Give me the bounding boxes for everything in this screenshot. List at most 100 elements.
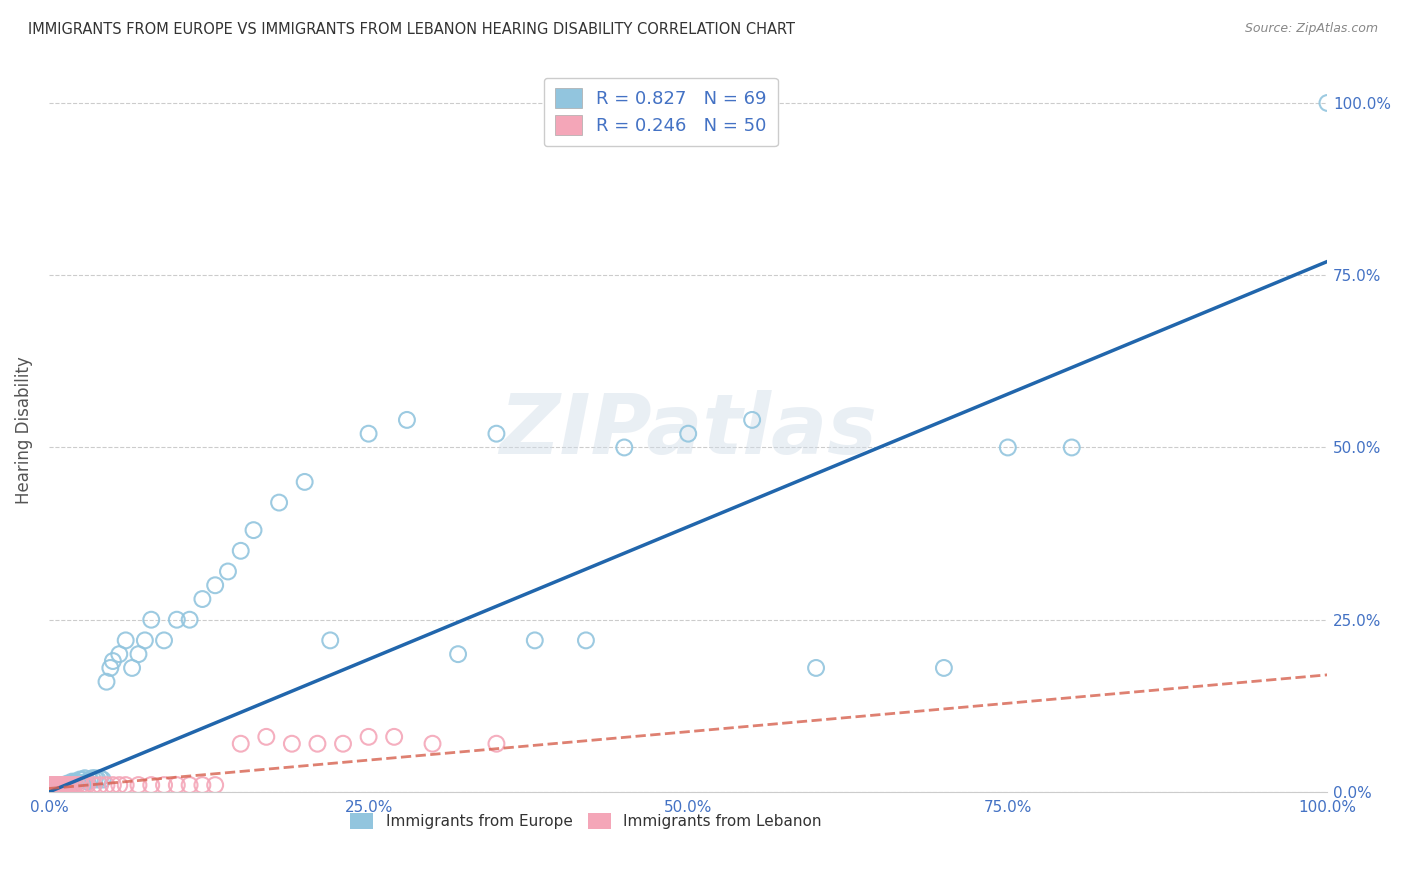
Point — [229, 737, 252, 751]
Point — [523, 633, 546, 648]
Point — [52, 778, 75, 792]
Point — [254, 730, 277, 744]
Point — [83, 778, 105, 792]
Point — [41, 781, 63, 796]
Point — [166, 778, 188, 792]
Legend: Immigrants from Europe, Immigrants from Lebanon: Immigrants from Europe, Immigrants from … — [344, 806, 828, 835]
Point — [141, 613, 163, 627]
Point — [52, 778, 75, 792]
Point — [395, 413, 418, 427]
Point — [42, 780, 65, 794]
Point — [42, 781, 65, 796]
Point — [60, 778, 83, 792]
Point — [932, 661, 955, 675]
Point — [39, 781, 62, 796]
Point — [217, 565, 239, 579]
Point — [48, 780, 70, 794]
Point — [141, 778, 163, 792]
Point — [281, 737, 304, 751]
Point — [676, 426, 699, 441]
Point — [997, 441, 1019, 455]
Point — [294, 475, 316, 489]
Point — [134, 633, 156, 648]
Point — [82, 771, 104, 785]
Point — [319, 633, 342, 648]
Point — [63, 778, 86, 792]
Point — [153, 633, 176, 648]
Point — [56, 778, 79, 792]
Point — [357, 730, 380, 744]
Point — [48, 780, 70, 794]
Point — [49, 780, 72, 794]
Point — [53, 778, 76, 792]
Point — [42, 778, 65, 792]
Point — [86, 772, 108, 787]
Point — [101, 654, 124, 668]
Point — [98, 661, 121, 675]
Point — [42, 780, 65, 794]
Point — [114, 778, 136, 792]
Y-axis label: Hearing Disability: Hearing Disability — [15, 357, 32, 504]
Point — [204, 578, 226, 592]
Point — [179, 778, 201, 792]
Point — [741, 413, 763, 427]
Point — [89, 778, 111, 792]
Point — [51, 778, 73, 792]
Point — [42, 780, 65, 794]
Point — [46, 778, 69, 792]
Point — [382, 730, 405, 744]
Point — [76, 778, 98, 792]
Point — [60, 774, 83, 789]
Text: Source: ZipAtlas.com: Source: ZipAtlas.com — [1244, 22, 1378, 36]
Point — [56, 778, 79, 792]
Point — [58, 778, 80, 792]
Point — [44, 778, 66, 792]
Point — [191, 778, 214, 792]
Point — [153, 778, 176, 792]
Point — [804, 661, 827, 675]
Point — [447, 647, 470, 661]
Point — [357, 426, 380, 441]
Point — [66, 774, 89, 789]
Point — [89, 771, 111, 785]
Point — [46, 780, 69, 794]
Point — [575, 633, 598, 648]
Point — [45, 780, 67, 794]
Point — [1316, 95, 1339, 110]
Point — [166, 613, 188, 627]
Point — [613, 441, 636, 455]
Point — [69, 772, 91, 787]
Point — [55, 778, 77, 792]
Point — [70, 772, 93, 787]
Point — [55, 778, 77, 792]
Point — [62, 777, 84, 791]
Point — [45, 778, 67, 792]
Point — [56, 778, 79, 792]
Point — [485, 426, 508, 441]
Point — [121, 661, 143, 675]
Point — [66, 778, 89, 792]
Point — [108, 778, 131, 792]
Point — [79, 772, 101, 787]
Point — [96, 778, 118, 792]
Point — [56, 777, 79, 791]
Point — [179, 613, 201, 627]
Point — [39, 781, 62, 796]
Text: IMMIGRANTS FROM EUROPE VS IMMIGRANTS FROM LEBANON HEARING DISABILITY CORRELATION: IMMIGRANTS FROM EUROPE VS IMMIGRANTS FRO… — [28, 22, 796, 37]
Point — [204, 778, 226, 792]
Point — [229, 544, 252, 558]
Point — [101, 778, 124, 792]
Point — [108, 647, 131, 661]
Point — [84, 771, 107, 785]
Point — [242, 523, 264, 537]
Point — [485, 737, 508, 751]
Point — [44, 781, 66, 796]
Point — [53, 778, 76, 792]
Point — [127, 778, 149, 792]
Point — [49, 778, 72, 792]
Point — [42, 778, 65, 792]
Point — [59, 777, 82, 791]
Point — [269, 495, 291, 509]
Point — [42, 781, 65, 796]
Point — [39, 778, 62, 792]
